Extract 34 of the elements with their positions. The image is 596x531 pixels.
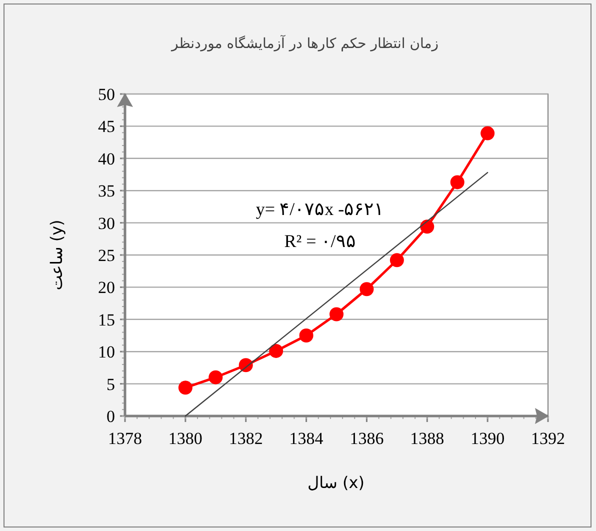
- x-tick-label: 1388: [410, 429, 444, 448]
- y-tick-label: 35: [98, 182, 115, 201]
- point: [360, 282, 374, 296]
- point: [450, 175, 464, 190]
- x-tick-label: 1384: [289, 429, 324, 448]
- y-tick-label: 25: [98, 246, 115, 265]
- y-tick-label: 10: [98, 342, 115, 362]
- x-axis-title: سال (x): [308, 473, 364, 492]
- x-tick-label: 1380: [168, 429, 202, 448]
- y-axis-title: ساعت (y): [47, 220, 66, 290]
- point: [420, 220, 434, 234]
- point: [269, 344, 284, 358]
- annotation: R² = ۰/۹۵: [284, 231, 356, 251]
- y-tick-label: 20: [98, 278, 115, 298]
- x-tick-label: 1378: [108, 429, 142, 448]
- point: [178, 380, 192, 395]
- y-tick-label: 15: [98, 310, 115, 330]
- x-tick-label: 1382: [228, 429, 263, 448]
- y-tick-label: 0: [106, 407, 115, 426]
- point: [208, 370, 223, 384]
- y-tick-label: 40: [98, 149, 115, 168]
- point: [390, 253, 404, 268]
- x-tick-label: 1386: [350, 429, 384, 448]
- point: [480, 126, 495, 140]
- point: [299, 328, 314, 342]
- y-tick-label: 30: [98, 214, 115, 233]
- point: [330, 307, 344, 322]
- y-tick-label: 50: [98, 85, 115, 104]
- x-tick-label: 1390: [470, 429, 505, 448]
- chart-title: زمان انتظار حکم کارها در آزمایشگاه موردنظر: [170, 34, 439, 52]
- annotation: y= ۴/۰۷۵x -۵۶۲۱: [256, 199, 384, 219]
- x-tick-label: 1392: [531, 429, 565, 448]
- y-tick-label: 45: [98, 117, 115, 136]
- y-tick-label: 5: [106, 374, 115, 394]
